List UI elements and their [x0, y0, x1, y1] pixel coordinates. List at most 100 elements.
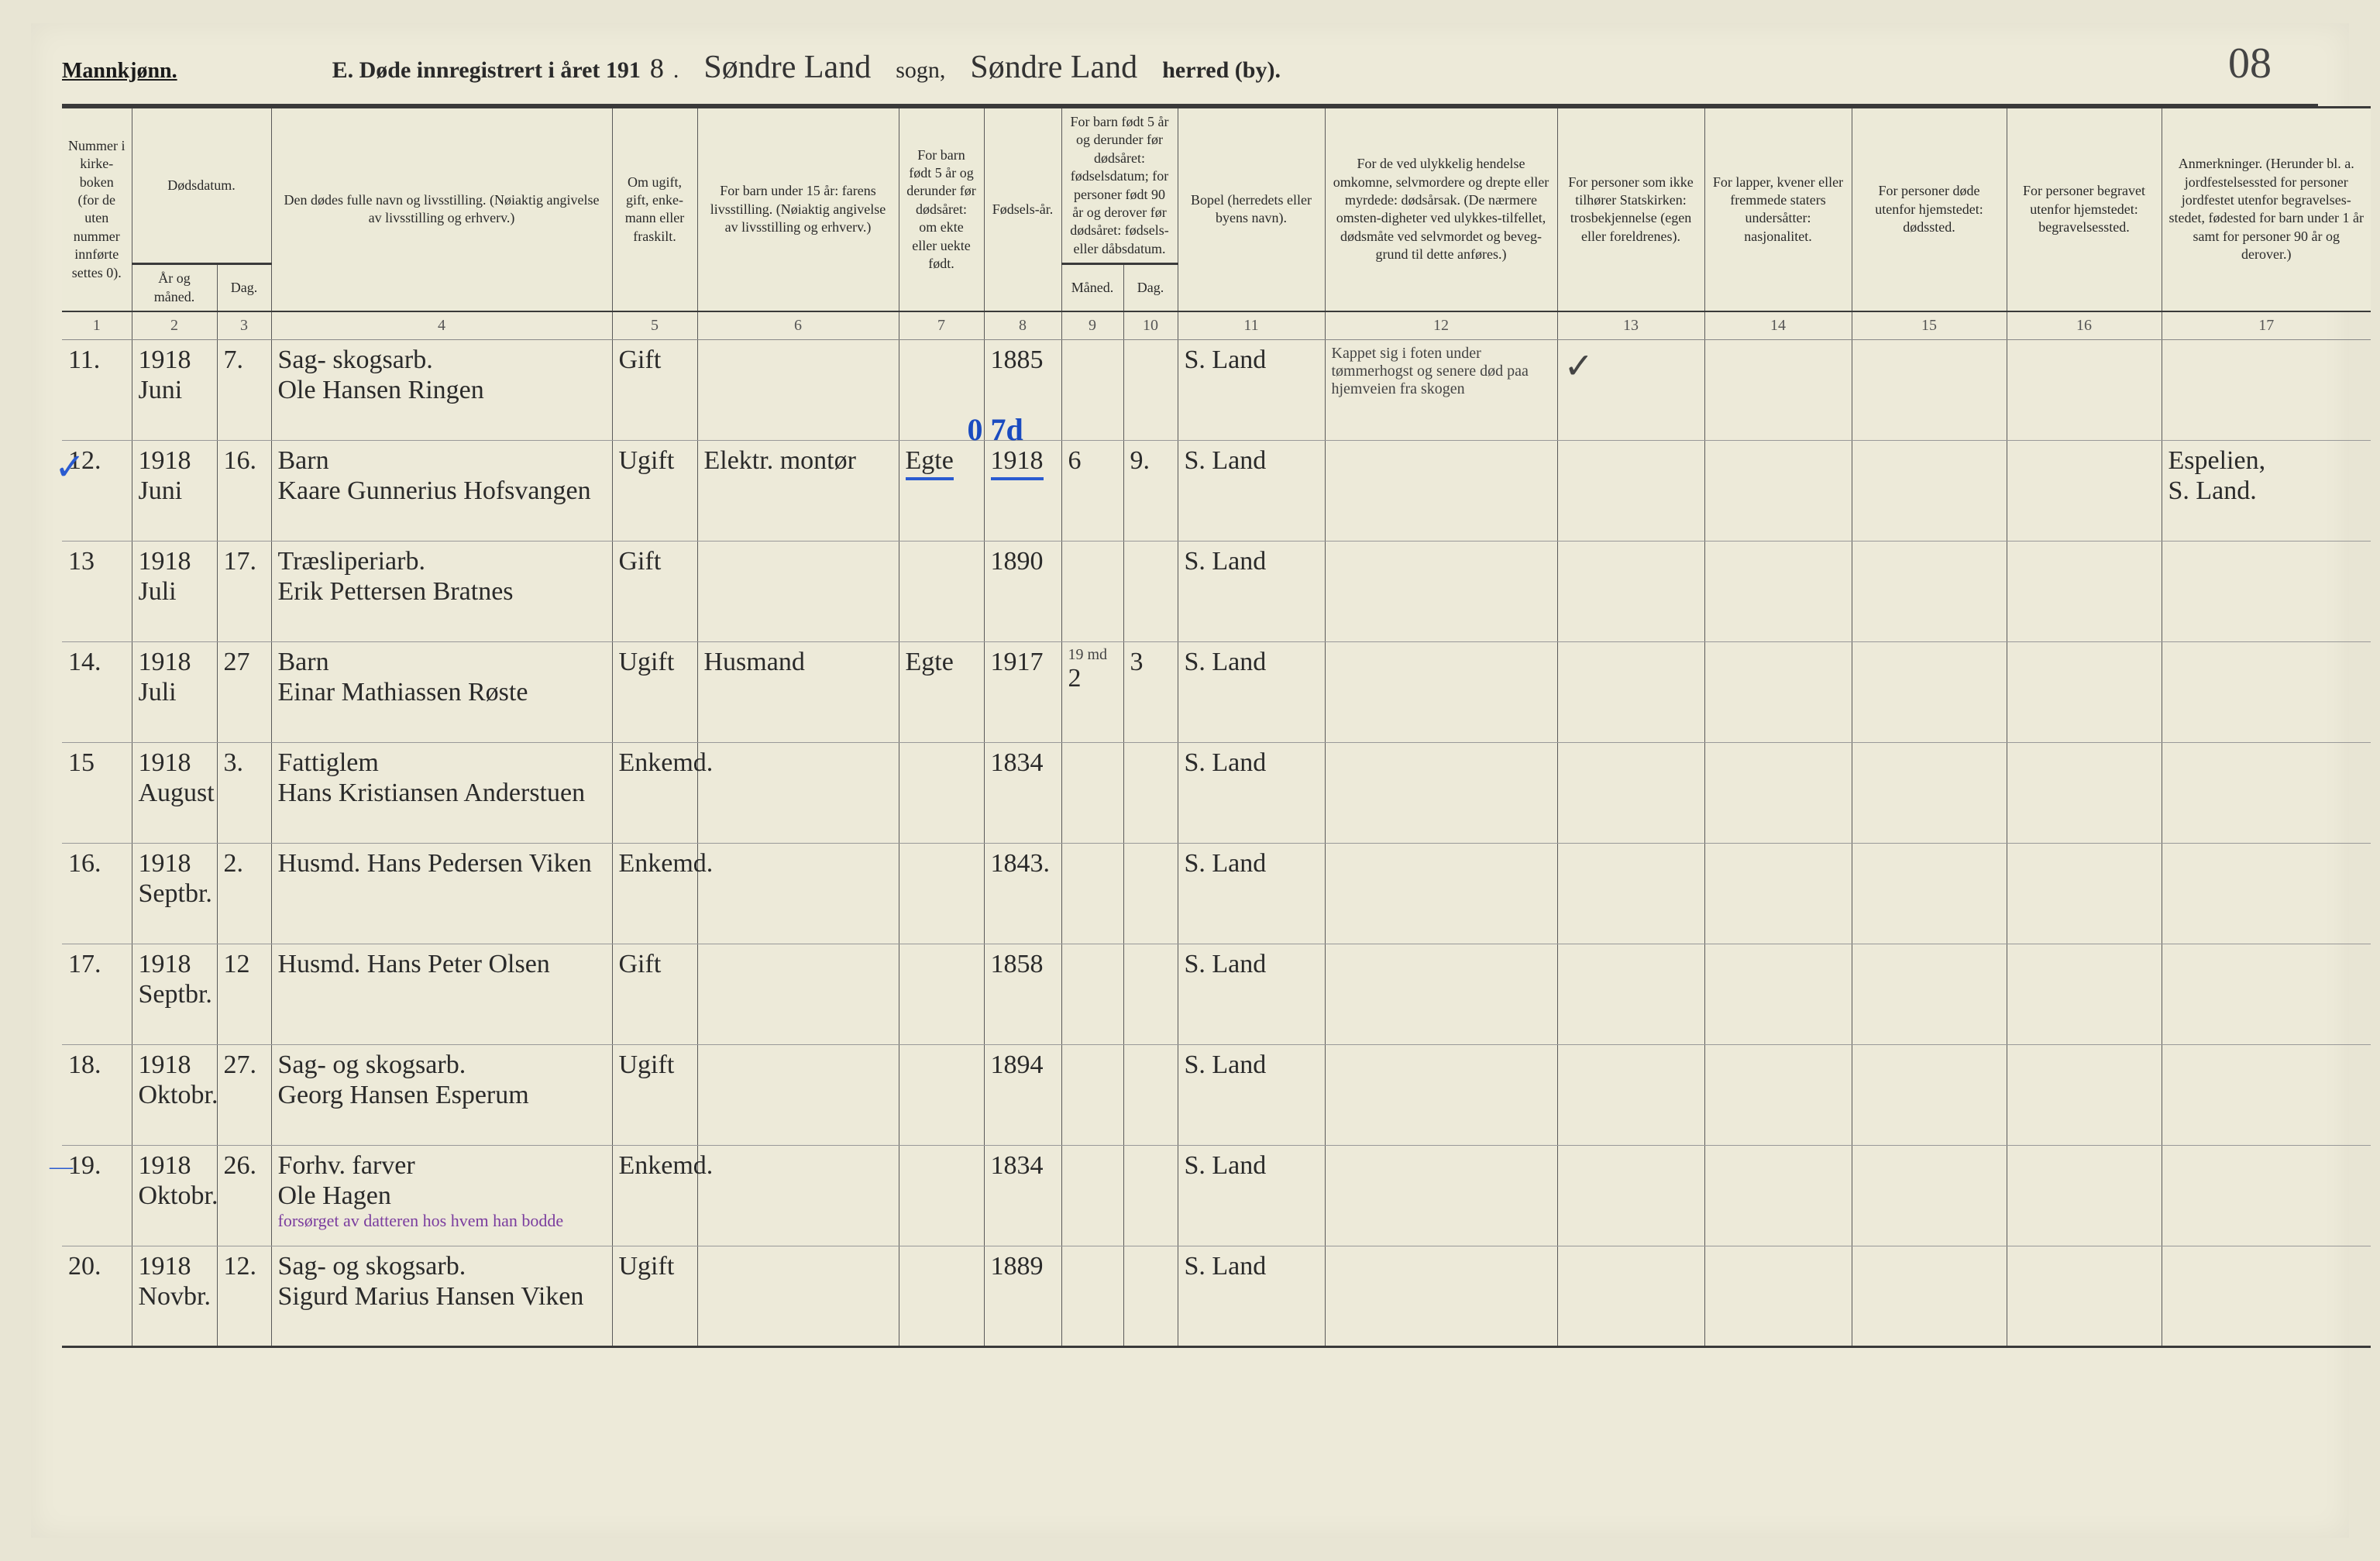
ledger-page: Mannkjønn. E. Døde innregistrert i året …: [31, 23, 2349, 1538]
birth-year: 1894: [984, 1044, 1061, 1145]
cell-text: 1918 Oktobr.: [139, 1151, 218, 1210]
entry-number: 15: [68, 748, 95, 777]
cause-of-death: [1325, 1145, 1557, 1246]
year-month: 1918 August: [132, 742, 217, 843]
remarks: [2162, 541, 2371, 641]
marital-status: Ugift: [612, 440, 697, 541]
column-number: 11: [1178, 311, 1325, 340]
birth-day: [1123, 944, 1178, 1044]
death-place: [1852, 1044, 2007, 1145]
cell-text: 27: [224, 648, 250, 676]
day: 27.: [217, 1044, 271, 1145]
purple-annotation: forsørget av datteren hos hvem han bodde: [278, 1211, 564, 1230]
entry-number-cell: 15: [62, 742, 132, 843]
col-header: For personer døde utenfor hjemstedet: dø…: [1852, 108, 2007, 311]
column-number: 8: [984, 311, 1061, 340]
cell-text: 27.: [224, 1050, 257, 1079]
herred-label: herred (by).: [1162, 57, 1281, 84]
ekte-text: Egte: [906, 445, 954, 480]
death-place: [1852, 843, 2007, 944]
legitimacy: Egte: [899, 641, 984, 742]
column-number: 7: [899, 311, 984, 340]
residence: S. Land: [1178, 1044, 1325, 1145]
legitimacy: [899, 742, 984, 843]
birth-month: [1061, 541, 1123, 641]
nationality: [1704, 541, 1852, 641]
entry-number-cell: 13: [62, 541, 132, 641]
year-month: 1918 Oktobr.: [132, 1145, 217, 1246]
residence: S. Land: [1178, 944, 1325, 1044]
col-header: Bopel (herredets eller byens navn).: [1178, 108, 1325, 311]
burial-place: [2007, 742, 2162, 843]
cell-text: S. Land: [1185, 547, 1267, 576]
table-row: 151918 August3.Fattiglem Hans Kristianse…: [62, 742, 2371, 843]
cell-text: 1890: [991, 547, 1044, 576]
column-number: 5: [612, 311, 697, 340]
sogn-value: Søndre Land: [688, 49, 886, 86]
cause-of-death: [1325, 1044, 1557, 1145]
remarks: [2162, 944, 2371, 1044]
col-subheader: Måned.: [1061, 264, 1123, 311]
birth-month: [1061, 742, 1123, 843]
cell-text: Gift: [619, 547, 662, 576]
remarks: [2162, 843, 2371, 944]
day: 7.: [217, 339, 271, 440]
religion-cell: [1557, 1044, 1704, 1145]
cell-text: Elektr. montør: [704, 446, 856, 475]
birth-month: [1061, 1145, 1123, 1246]
year-month: 1918 Juli: [132, 641, 217, 742]
birth-day: [1123, 742, 1178, 843]
name-occupation: Sag- skogsarb. Ole Hansen Ringen: [271, 339, 612, 440]
cell-text: 1917: [991, 648, 1044, 676]
entry-number-cell: 18.: [62, 1044, 132, 1145]
remarks: Espelien, S. Land.: [2162, 440, 2371, 541]
cell-text: S. Land: [1185, 648, 1267, 676]
column-number: 17: [2162, 311, 2371, 340]
cause-of-death: [1325, 742, 1557, 843]
cell-text: 9.: [1130, 446, 1150, 475]
name-occupation: Husmd. Hans Peter Olsen: [271, 944, 612, 1044]
burial-place: [2007, 1145, 2162, 1246]
cell-text: S. Land: [1185, 446, 1267, 475]
entry-number: 18.: [68, 1050, 101, 1079]
burial-place: [2007, 1044, 2162, 1145]
cell-text: 1918 Septbr.: [139, 950, 212, 1009]
table-header: Nummer i kirke-boken (for de uten nummer…: [62, 108, 2371, 311]
cell-text: 16.: [224, 446, 257, 475]
cell-text: 1885: [991, 346, 1044, 374]
legitimacy: [899, 541, 984, 641]
death-place: [1852, 1246, 2007, 1346]
name-text: Barn Einar Mathiassen Røste: [278, 648, 528, 707]
year-month: 1918 Juni: [132, 440, 217, 541]
title-period: .: [673, 57, 679, 84]
cell-text: 7.: [224, 346, 244, 374]
col-header: Anmerkninger. (Herunder bl. a. jordfeste…: [2162, 108, 2371, 311]
burial-place: [2007, 541, 2162, 641]
death-place: [1852, 440, 2007, 541]
cell-text: 1889: [991, 1252, 1044, 1281]
father-occupation: [697, 1145, 899, 1246]
table-row: 11.1918 Juni7.Sag- skogsarb. Ole Hansen …: [62, 339, 2371, 440]
birth-month: [1061, 944, 1123, 1044]
father-occupation: Elektr. montør: [697, 440, 899, 541]
cell-text: 1918 Septbr.: [139, 849, 212, 908]
religion-cell: [1557, 1145, 1704, 1246]
entry-number-cell: 16.: [62, 843, 132, 944]
entry-number-cell: 14.: [62, 641, 132, 742]
name-occupation: Barn Einar Mathiassen Røste: [271, 641, 612, 742]
birth-day: [1123, 339, 1178, 440]
cell-text: 1918 Juli: [139, 547, 191, 606]
birth-month: [1061, 843, 1123, 944]
table-body: 123456789101112131415161711.1918 Juni7.S…: [62, 311, 2371, 1347]
cell-text: 12: [224, 950, 250, 978]
burial-place: [2007, 440, 2162, 541]
remarks: [2162, 1145, 2371, 1246]
burial-place: [2007, 843, 2162, 944]
remarks: [2162, 1044, 2371, 1145]
col-header: Om ugift, gift, enke-mann eller fraskilt…: [612, 108, 697, 311]
year-month: 1918 Septbr.: [132, 944, 217, 1044]
cell-text: Husmand: [704, 648, 805, 676]
burial-place: [2007, 339, 2162, 440]
cell-text: S. Land: [1185, 1151, 1267, 1180]
birth-day: [1123, 1246, 1178, 1346]
